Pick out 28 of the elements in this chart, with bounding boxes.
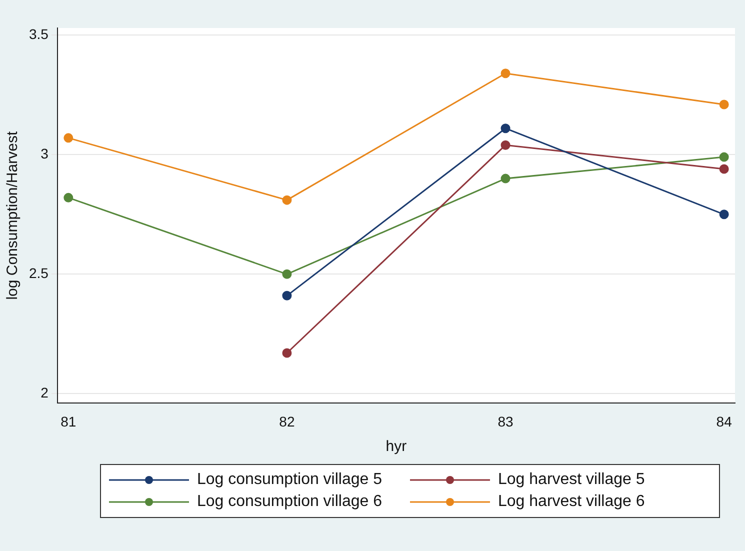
point <box>282 269 292 279</box>
point <box>719 210 729 220</box>
legend-label: Log harvest village 5 <box>498 471 645 489</box>
legend-label: Log consumption village 6 <box>197 493 382 511</box>
point <box>282 348 292 358</box>
y-tick-label: 2.5 <box>28 265 49 282</box>
x-tick-label: 83 <box>498 413 514 430</box>
point <box>64 192 74 202</box>
point <box>500 140 510 150</box>
legend-label: Log consumption village 5 <box>197 471 382 489</box>
point <box>500 68 510 78</box>
x-tick-label: 81 <box>60 413 76 430</box>
legend-label: Log harvest village 6 <box>498 493 645 511</box>
x-tick-label: 82 <box>279 413 295 430</box>
x-tick-label: 84 <box>716 413 732 430</box>
point <box>719 152 729 162</box>
point <box>64 133 74 143</box>
y-axis-title: log Consumption/Harvest <box>4 130 22 300</box>
y-tick-label: 3 <box>40 146 49 162</box>
point <box>719 100 729 110</box>
point <box>719 164 729 174</box>
y-tick-label: 2 <box>40 384 49 400</box>
point <box>282 290 292 300</box>
point <box>282 195 292 205</box>
x-axis-title: hyr <box>386 438 407 456</box>
y-tick-label: 3.5 <box>28 26 49 42</box>
point <box>500 174 510 184</box>
point <box>500 124 510 134</box>
